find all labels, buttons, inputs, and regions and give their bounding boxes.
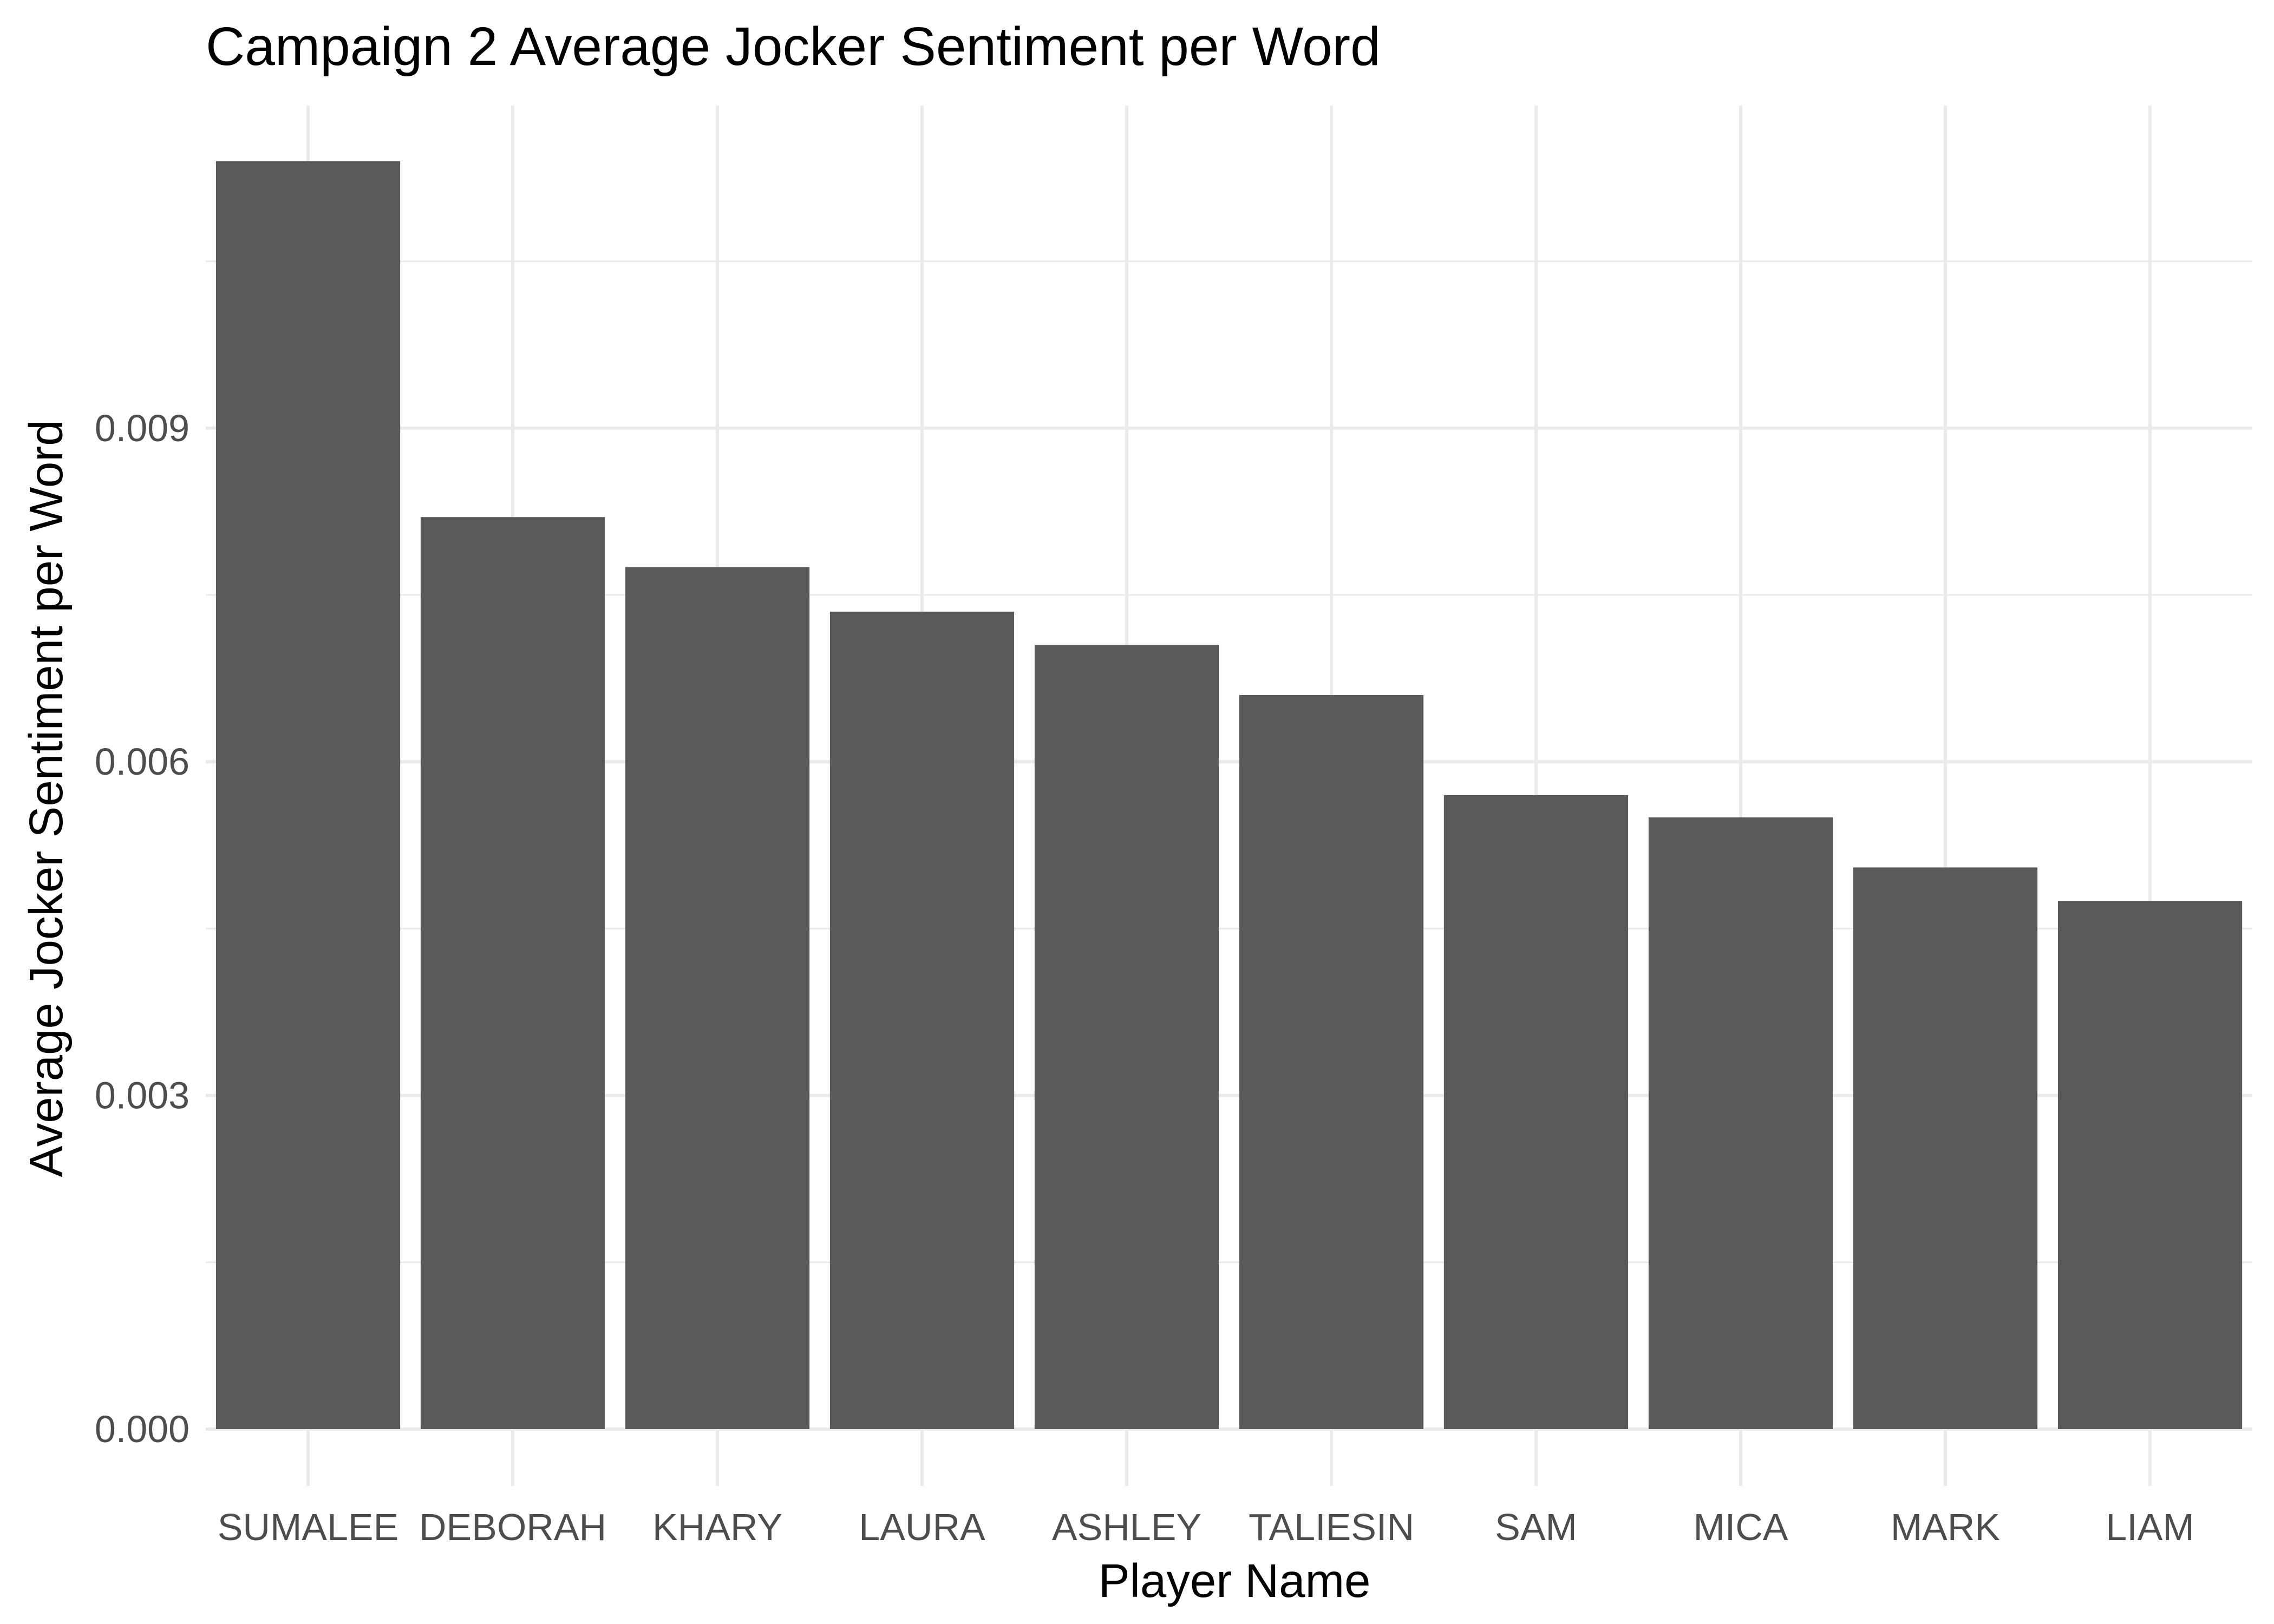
y-tick-label: 0.003 [95,1075,190,1117]
bar-laura [829,611,1015,1429]
bar-mark [1853,867,2038,1429]
bar-layer [215,161,2243,1430]
x-tick-label: MARK [1891,1506,2000,1548]
x-tick-label: SAM [1495,1506,1577,1548]
y-tick-label: 0.009 [95,407,190,449]
y-tick-label: 0.006 [95,741,190,783]
bar-deborah [420,517,605,1429]
bar-liam [2057,901,2243,1429]
x-tick-label: DEBORAH [419,1506,606,1548]
y-tick-labels: 0.000 0.003 0.006 0.009 [95,407,190,1450]
x-tick-label: ASHLEY [1052,1506,1201,1548]
x-axis-title: Player Name [1099,1555,1371,1607]
x-tick-label: TALIESIN [1249,1506,1414,1548]
y-axis-title: Average Jocker Sentiment per Word [20,420,73,1177]
y-tick-label: 0.000 [95,1408,190,1450]
bar-ashley [1034,645,1219,1429]
x-tick-label: KHARY [652,1506,782,1548]
x-tick-label: MICA [1694,1506,1788,1548]
bar-taliesin [1239,695,1424,1429]
chart-title: Campaign 2 Average Jocker Sentiment per … [206,16,1381,77]
x-tick-label: LIAM [2106,1506,2194,1548]
x-tick-label: LAURA [859,1506,985,1548]
x-tick-labels: SUMALEE DEBORAH KHARY LAURA ASHLEY TALIESIN SA… [218,1506,2194,1548]
bar-sam [1443,795,1629,1429]
bar-sumalee [215,161,401,1430]
x-tick-label: SUMALEE [218,1506,399,1548]
bar-khary [625,567,810,1429]
bar-mica [1648,817,1833,1429]
